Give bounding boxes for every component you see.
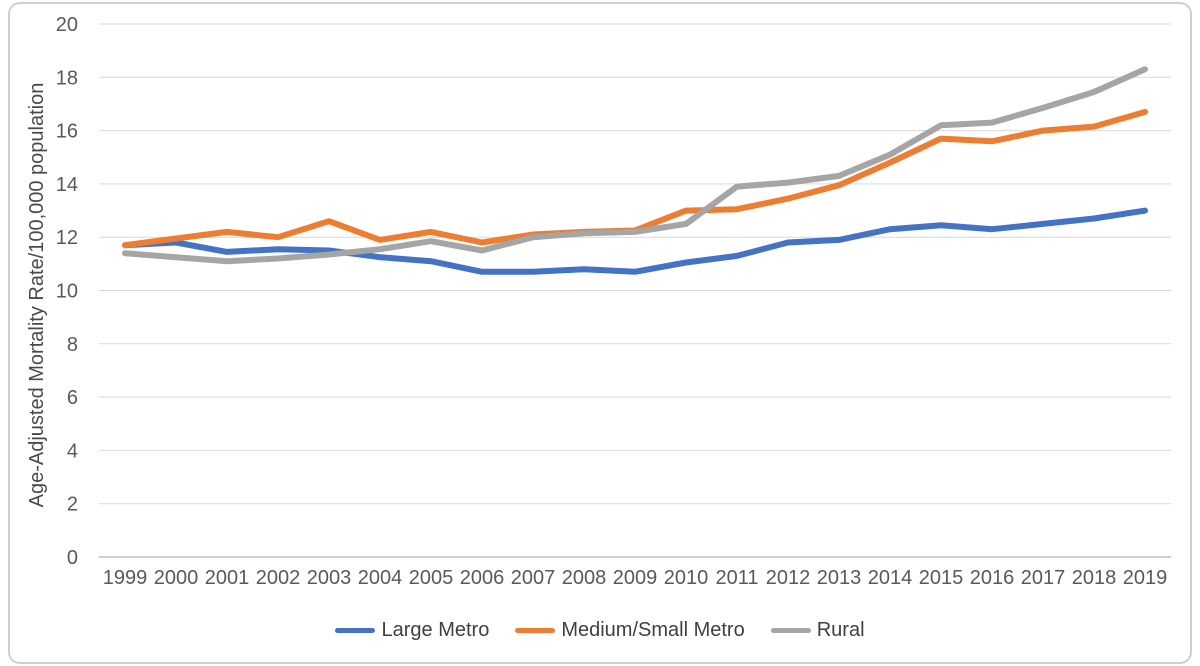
legend-item-medium-small-metro: Medium/Small Metro <box>515 619 745 641</box>
x-tick-label-1999: 1999 <box>103 567 148 589</box>
legend-item-large-metro: Large Metro <box>335 620 489 640</box>
y-axis-title: Age-Adjusted Mortality Rate/100,000 popu… <box>26 83 48 508</box>
y-tick-label-14: 14 <box>56 174 78 196</box>
large-metro-legend-swatch <box>335 627 376 633</box>
x-tick-label-2014: 2014 <box>868 567 913 589</box>
y-tick-label-8: 8 <box>67 334 78 356</box>
large-metro-line <box>122 207 1148 275</box>
x-tick-label-2002: 2002 <box>256 567 301 589</box>
y-tick-label-4: 4 <box>67 440 78 462</box>
medium-small-metro-line <box>122 108 1148 249</box>
y-tick-label-18: 18 <box>56 67 78 89</box>
x-tick-label-2001: 2001 <box>205 567 250 589</box>
y-tick-label-2: 2 <box>67 494 78 516</box>
x-tick-label-2018: 2018 <box>1072 567 1117 589</box>
chart-legend: Large Metro Medium/Small Metro Rural <box>0 613 1200 647</box>
y-tick-label-6: 6 <box>67 387 78 409</box>
x-tick-label-2019: 2019 <box>1123 567 1168 589</box>
rural-line <box>122 66 1148 265</box>
y-tick-label-10: 10 <box>56 281 78 303</box>
y-tick-label-20: 20 <box>56 14 78 36</box>
x-axis-tick-labels: 1999 2000 2001 2002 2003 2004 2005 2006 2007 2008… <box>103 567 1168 589</box>
gridlines <box>99 23 1171 558</box>
y-axis-tick-labels: 0 2 4 6 8 10 12 14 16 18 20 <box>56 14 78 569</box>
x-tick-label-2007: 2007 <box>511 567 556 589</box>
x-tick-label-2015: 2015 <box>919 567 964 589</box>
rural-legend-swatch <box>770 627 811 633</box>
medium-small-metro-legend-swatch <box>515 627 556 633</box>
x-tick-label-2003: 2003 <box>307 567 352 589</box>
x-tick-label-2008: 2008 <box>562 567 607 589</box>
y-tick-label-16: 16 <box>56 121 78 143</box>
large-metro-legend-label: Large Metro <box>381 619 490 641</box>
legend-item-rural: Rural <box>770 619 865 641</box>
x-tick-label-2016: 2016 <box>970 567 1015 589</box>
x-tick-label-2009: 2009 <box>613 567 658 589</box>
x-tick-label-2010: 2010 <box>664 567 709 589</box>
rural-legend-label: Rural <box>816 619 865 641</box>
x-tick-label-2012: 2012 <box>766 567 811 589</box>
x-tick-label-2017: 2017 <box>1021 567 1066 589</box>
data-series-lines <box>122 66 1148 275</box>
x-tick-label-2004: 2004 <box>358 567 403 589</box>
y-tick-label-0: 0 <box>67 547 78 569</box>
y-tick-label-12: 12 <box>56 227 78 249</box>
x-tick-label-2005: 2005 <box>409 567 454 589</box>
x-tick-label-2000: 2000 <box>154 567 199 589</box>
medium-small-metro-legend-label: Medium/Small Metro <box>561 619 745 641</box>
x-tick-label-2011: 2011 <box>715 567 758 589</box>
x-tick-label-2013: 2013 <box>817 567 862 589</box>
x-tick-label-2006: 2006 <box>460 567 505 589</box>
